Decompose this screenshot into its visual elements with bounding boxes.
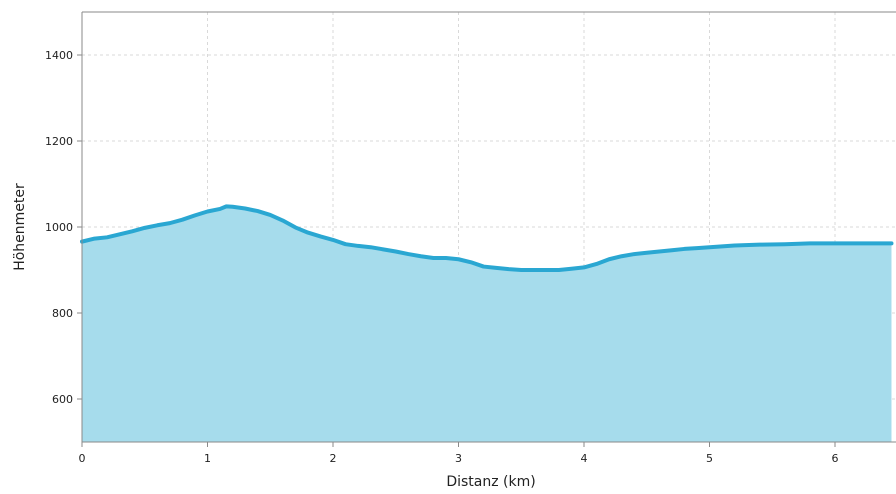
y-axis-title: Höhenmeter	[12, 183, 28, 271]
elevation-line	[80, 204, 894, 272]
y-tick-label: 1000	[45, 221, 73, 234]
y-tick-label: 800	[52, 307, 73, 320]
area-layer	[80, 204, 894, 442]
elevation-area	[82, 206, 892, 442]
y-tick-label: 1200	[45, 135, 73, 148]
x-tick-label: 2	[330, 452, 337, 465]
x-tick-label: 5	[706, 452, 713, 465]
y-tick-label: 600	[52, 393, 73, 406]
axes-layer	[77, 11, 896, 447]
x-tick-label: 3	[455, 452, 462, 465]
x-tick-label: 4	[581, 452, 588, 465]
label-layer: Distanz (km) Höhenmeter 0 1 2 3 4 5 6 600 800 100…	[12, 49, 839, 490]
x-tick-label: 6	[832, 452, 839, 465]
x-axis-title: Distanz (km)	[446, 474, 535, 490]
x-tick-label: 1	[204, 452, 211, 465]
x-tick-label: 0	[79, 452, 86, 465]
y-tick-label: 1400	[45, 49, 73, 62]
